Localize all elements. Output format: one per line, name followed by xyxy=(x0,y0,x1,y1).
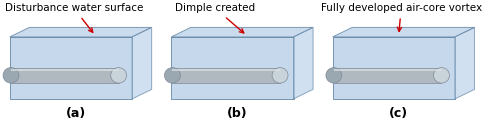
Polygon shape xyxy=(10,27,152,37)
Polygon shape xyxy=(332,37,455,99)
Polygon shape xyxy=(171,37,294,99)
Polygon shape xyxy=(334,69,442,72)
Ellipse shape xyxy=(272,68,288,83)
Polygon shape xyxy=(11,68,118,83)
Text: (b): (b) xyxy=(227,107,248,120)
Ellipse shape xyxy=(164,68,180,83)
Polygon shape xyxy=(11,69,118,72)
Ellipse shape xyxy=(3,68,19,83)
Polygon shape xyxy=(334,68,442,83)
Polygon shape xyxy=(10,37,132,99)
Polygon shape xyxy=(171,27,313,37)
Polygon shape xyxy=(132,27,152,99)
Text: Dimple created: Dimple created xyxy=(175,3,256,33)
Ellipse shape xyxy=(110,68,126,83)
Polygon shape xyxy=(455,27,474,99)
Polygon shape xyxy=(294,27,313,99)
Polygon shape xyxy=(332,27,474,37)
Ellipse shape xyxy=(434,68,450,83)
Text: (a): (a) xyxy=(66,107,86,120)
Text: Disturbance water surface: Disturbance water surface xyxy=(5,3,143,32)
Text: (c): (c) xyxy=(389,107,408,120)
Polygon shape xyxy=(172,69,280,72)
Ellipse shape xyxy=(326,68,342,83)
Text: Fully developed air-core vortex: Fully developed air-core vortex xyxy=(320,3,482,31)
Polygon shape xyxy=(172,68,280,83)
